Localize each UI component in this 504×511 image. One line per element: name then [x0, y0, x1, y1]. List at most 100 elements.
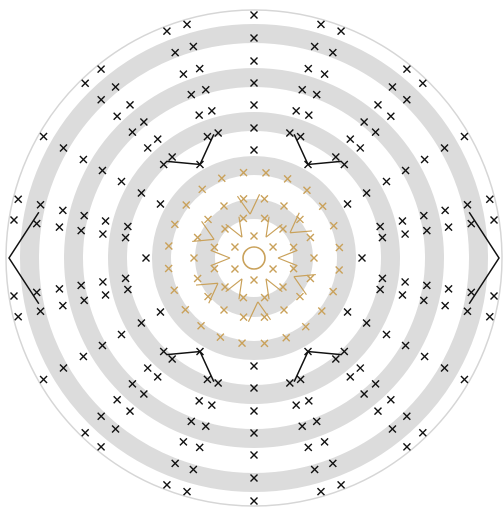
cross-stitch-icon: [292, 401, 301, 410]
cross-stitch-icon: [420, 155, 429, 164]
cross-stitch-icon: [312, 417, 321, 426]
v-increase-icon: [265, 278, 283, 300]
cross-stitch-icon: [401, 341, 410, 350]
cross-stitch-icon: [250, 362, 258, 370]
cross-stitch-icon: [36, 307, 45, 316]
cross-stitch-icon: [463, 200, 472, 209]
round-bands: [5, 9, 503, 507]
cross-stitch-icon: [335, 265, 344, 274]
cross-stitch-icon: [420, 352, 429, 361]
cross-stitch-icon: [250, 57, 258, 65]
cross-stitch-icon: [310, 42, 319, 51]
cross-stitch-icon: [373, 100, 382, 109]
cross-stitch-icon: [285, 129, 294, 138]
v-increase-icon: [247, 301, 272, 323]
cross-stitch-icon: [139, 390, 148, 398]
cross-stitch-icon: [80, 296, 89, 305]
cross-stitch-icon: [292, 106, 301, 115]
cross-stitch-icon: [153, 135, 162, 144]
cross-stitch-icon: [195, 111, 204, 120]
cross-stitch-icon: [207, 106, 216, 115]
cross-stitch-icon: [121, 233, 130, 242]
cross-stitch-icon: [181, 305, 190, 314]
cross-stitch-icon: [187, 90, 196, 99]
cross-stitch-icon: [143, 364, 152, 373]
v-increase-icon: [166, 134, 215, 166]
cross-stitch-icon: [340, 347, 349, 356]
cross-stitch-icon: [126, 407, 135, 416]
cross-stitch-icon: [250, 451, 258, 459]
cross-stitch-icon: [101, 291, 110, 300]
cross-stitch-icon: [159, 160, 168, 169]
cross-stitch-icon: [304, 111, 313, 120]
cross-stitch-icon: [356, 364, 365, 373]
v-increase-icon: [8, 211, 40, 305]
cross-stitch-icon: [356, 143, 365, 152]
inner-rounds: [164, 168, 344, 348]
cross-stitch-icon: [331, 355, 340, 364]
cross-stitch-icon: [98, 277, 107, 286]
cross-stitch-icon: [485, 195, 494, 204]
cross-stitch-icon: [422, 226, 431, 235]
cross-stitch-icon: [58, 206, 67, 215]
cross-stitch-icon: [260, 339, 269, 348]
v-increase-icon: [289, 212, 313, 234]
cross-stitch-icon: [335, 243, 344, 252]
cross-stitch-icon: [195, 396, 204, 405]
cross-stitch-icon: [143, 143, 152, 152]
cross-stitch-icon: [201, 85, 210, 94]
cross-stitch-icon: [126, 100, 135, 109]
cross-stitch-icon: [239, 168, 248, 177]
cross-stitch-icon: [217, 174, 226, 183]
cross-stitch-icon: [14, 312, 23, 321]
cross-stitch-icon: [111, 83, 120, 92]
cross-stitch-icon: [230, 265, 239, 273]
v-increase-icon: [195, 282, 219, 304]
round-band: [64, 68, 444, 448]
cross-stitch-icon: [250, 34, 258, 42]
cross-stitch-icon: [193, 233, 202, 242]
cross-stitch-icon: [285, 378, 294, 387]
cross-stitch-icon: [39, 132, 48, 141]
cross-stitch-icon: [230, 243, 239, 251]
cross-stitch-icon: [97, 442, 106, 451]
cross-stitch-icon: [250, 276, 258, 284]
cross-stitch-icon: [360, 118, 369, 126]
cross-stitch-icon: [467, 219, 476, 228]
cross-stitch-icon: [316, 487, 325, 496]
cross-stitch-icon: [467, 288, 476, 297]
cross-stitch-icon: [98, 341, 107, 350]
cross-stitch-icon: [121, 274, 130, 283]
cross-stitch-icon: [337, 480, 346, 489]
cross-stitch-icon: [250, 474, 258, 482]
cross-stitch-icon: [183, 487, 192, 496]
cross-stitch-icon: [210, 264, 219, 273]
cross-stitch-icon: [239, 313, 248, 322]
cross-stitch-icon: [187, 417, 196, 426]
cross-stitch-icon: [418, 79, 427, 88]
v-increase-icon: [225, 278, 243, 300]
cross-stitch-icon: [250, 11, 258, 19]
cross-stitch-icon: [418, 428, 427, 437]
v-increase-icon: [293, 350, 342, 382]
cross-stitch-icon: [171, 48, 180, 57]
cross-stitch-icon: [346, 135, 355, 144]
cross-stitch-icon: [203, 375, 212, 384]
cross-stitch-icon: [189, 465, 198, 474]
cross-stitch-icon: [388, 424, 397, 433]
cross-stitch-icon: [164, 264, 173, 273]
cross-stitch-icon: [310, 254, 318, 262]
cross-stitch-icon: [331, 152, 340, 161]
cross-stitch-icon: [283, 174, 292, 183]
cross-stitch-icon: [362, 319, 371, 327]
cross-stitch-icon: [159, 347, 168, 356]
cross-stitch-icon: [77, 226, 86, 235]
cross-stitch-icon: [260, 214, 269, 223]
cross-stitch-icon: [441, 206, 450, 215]
cross-stitch-icon: [153, 372, 162, 381]
v-increase-icon: [236, 193, 261, 215]
cross-stitch-icon: [203, 132, 212, 141]
cross-stitch-icon: [329, 221, 338, 230]
cross-stitch-icon: [371, 128, 380, 137]
